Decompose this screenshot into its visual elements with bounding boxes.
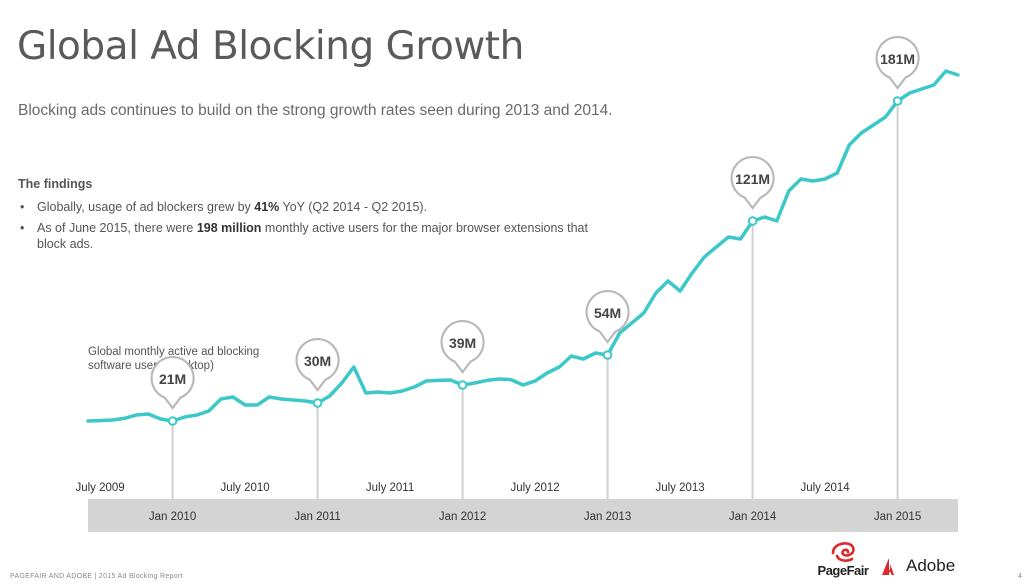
callout-label: 21M bbox=[159, 371, 186, 387]
footer-text: PAGEFAIR AND ADOBE | 2015 Ad Blocking Re… bbox=[10, 573, 183, 580]
adobe-logo: Adobe bbox=[882, 556, 972, 578]
finding-text: Globally, usage of ad blockers grew by bbox=[37, 200, 255, 214]
data-point-marker bbox=[892, 96, 903, 106]
callout-label: 54M bbox=[594, 305, 621, 321]
callout-label: 39M bbox=[449, 335, 476, 351]
callout-bubble bbox=[875, 36, 920, 90]
finding-item: As of June 2015, there were 198 million … bbox=[18, 220, 618, 252]
data-point-marker bbox=[312, 398, 323, 408]
x-tick-label-bottom: Jan 2012 bbox=[439, 511, 486, 523]
callout-bubble bbox=[150, 356, 195, 410]
callout-bubble bbox=[585, 290, 630, 344]
findings-heading: The findings bbox=[18, 177, 93, 191]
findings-list: Globally, usage of ad blockers grew by 4… bbox=[18, 199, 618, 257]
adobe-icon bbox=[882, 558, 894, 575]
x-tick-label-bottom: Jan 2013 bbox=[584, 511, 631, 523]
x-tick-label-top: July 2014 bbox=[800, 482, 850, 494]
x-tick-label-top: July 2011 bbox=[366, 482, 414, 494]
x-tick-label-top: July 2010 bbox=[220, 482, 269, 494]
callout-bubble bbox=[440, 320, 485, 374]
data-point-marker bbox=[602, 350, 613, 360]
finding-text: YoY (Q2 2014 - Q2 2015). bbox=[279, 200, 428, 214]
pagefair-wordmark: PageFair bbox=[817, 563, 869, 578]
data-point-marker bbox=[747, 216, 758, 226]
slide-title: Global Ad Blocking Growth bbox=[17, 24, 524, 69]
finding-highlight: 198 million bbox=[196, 221, 262, 235]
callout-label: 121M bbox=[735, 171, 770, 187]
x-axis-band bbox=[88, 499, 958, 532]
slide-subtitle: Blocking ads continues to build on the s… bbox=[18, 102, 613, 119]
data-point-marker bbox=[457, 380, 468, 390]
callout-label: 30M bbox=[304, 353, 331, 369]
page-number: 4 bbox=[1018, 573, 1022, 580]
x-tick-label-bottom: Jan 2011 bbox=[294, 511, 340, 523]
adobe-wordmark: Adobe bbox=[906, 556, 956, 575]
x-tick-label-bottom: Jan 2014 bbox=[729, 511, 777, 523]
finding-item: Globally, usage of ad blockers grew by 4… bbox=[18, 199, 618, 215]
finding-text: As of June 2015, there were bbox=[37, 221, 197, 235]
x-tick-label-bottom: Jan 2015 bbox=[874, 511, 921, 523]
x-tick-label-top: July 2012 bbox=[510, 482, 559, 494]
finding-highlight: 41% bbox=[254, 200, 280, 214]
x-tick-label-bottom: Jan 2010 bbox=[149, 511, 196, 523]
pagefair-icon bbox=[831, 542, 855, 562]
pagefair-logo: PageFair bbox=[813, 541, 873, 581]
x-tick-label-top: July 2013 bbox=[655, 482, 704, 494]
data-point-marker bbox=[167, 416, 178, 426]
callout-bubble bbox=[730, 156, 775, 210]
finding-text: monthly active users for the major brows… bbox=[37, 221, 588, 251]
series-line bbox=[86, 69, 960, 423]
callout-bubble bbox=[295, 338, 340, 392]
x-tick-label-top: July 2009 bbox=[75, 482, 124, 494]
callout-label: 181M bbox=[880, 51, 915, 67]
